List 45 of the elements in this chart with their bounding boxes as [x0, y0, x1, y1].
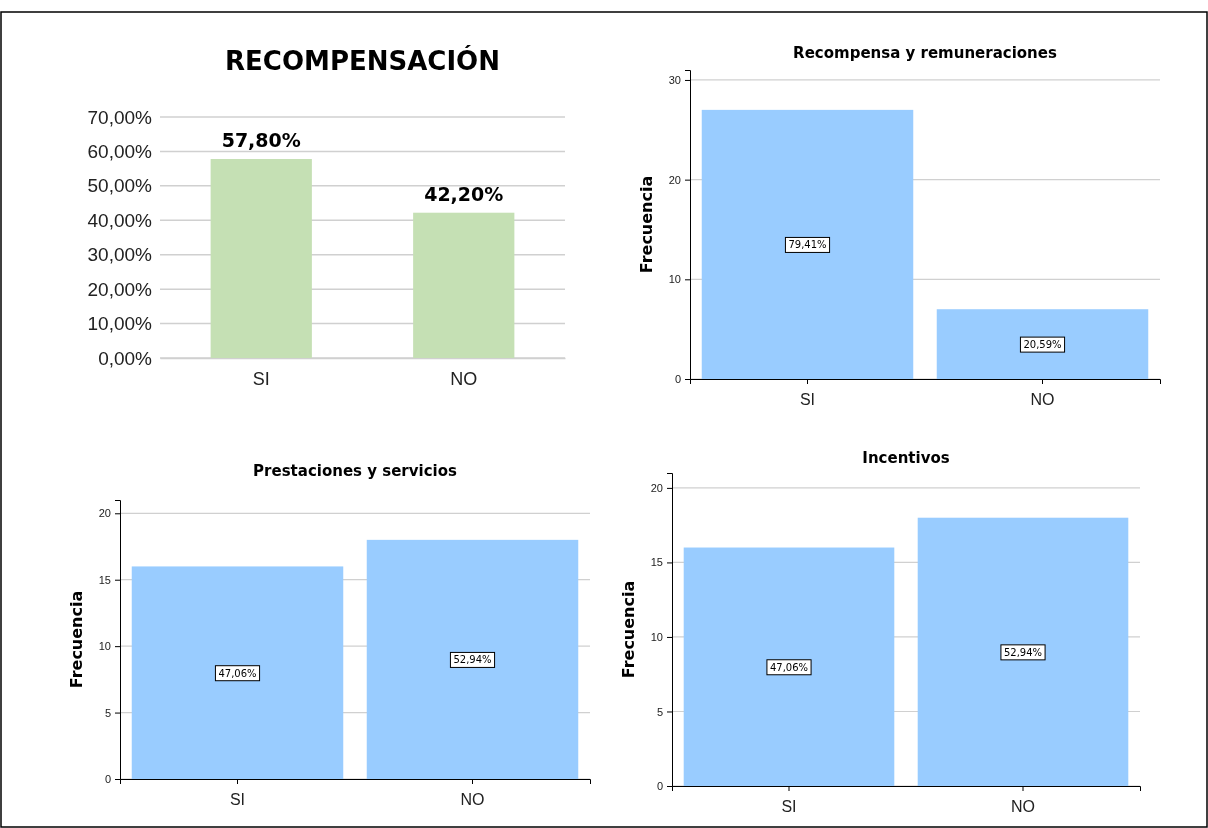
y-tick-label: 10 — [650, 630, 663, 643]
annotation: 52,94% — [453, 654, 492, 666]
chart-title: Recompensa y remuneraciones — [793, 44, 1057, 62]
y-tick-label: 15 — [98, 573, 111, 586]
y-tick-label: 50,00% — [87, 175, 153, 197]
y-tick-label: 15 — [650, 556, 663, 569]
x-tick-label: NO — [450, 368, 478, 389]
chart-title: Prestaciones y servicios — [253, 462, 457, 480]
data-label: 57,80% — [221, 129, 301, 151]
x-tick-label: NO — [1030, 391, 1055, 409]
y-tick-label: 70,00% — [87, 106, 153, 128]
y-axis-title: Frecuencia — [619, 580, 638, 679]
data-label: 42,20% — [424, 182, 504, 205]
y-axis-title: Frecuencia — [67, 590, 86, 689]
x-tick-label: SI — [799, 391, 816, 409]
x-tick-label: SI — [252, 368, 270, 389]
y-tick-label: 10 — [98, 640, 111, 653]
y-tick-label: 20 — [98, 507, 111, 520]
y-tick-label: 5 — [656, 705, 663, 718]
y-tick-label: 20 — [650, 481, 663, 494]
y-tick-label: 5 — [104, 706, 111, 719]
x-tick-label: SI — [229, 791, 246, 809]
annotation: 47,06% — [218, 667, 257, 679]
chart-title: RECOMPENSACIÓN — [225, 45, 500, 76]
chart-title: Incentivos — [862, 449, 950, 467]
annotation: 47,06% — [769, 661, 809, 673]
y-tick-label: 20,00% — [87, 278, 153, 300]
y-tick-label: 10,00% — [87, 313, 153, 335]
y-tick-label: 30,00% — [87, 244, 153, 266]
y-tick-label: 30 — [668, 73, 681, 86]
y-tick-label: 60,00% — [87, 141, 153, 163]
y-tick-label: 0,00% — [98, 347, 153, 369]
y-tick-label: 40,00% — [87, 209, 153, 231]
y-tick-label: 0 — [104, 773, 111, 786]
x-tick-label: SI — [781, 798, 797, 816]
x-tick-label: NO — [460, 791, 485, 809]
annotation: 20,59% — [1023, 339, 1062, 351]
x-tick-label: NO — [1011, 798, 1035, 816]
y-tick-label: 20 — [668, 173, 681, 186]
y-axis-title: Frecuencia — [637, 175, 656, 274]
y-tick-label: 0 — [656, 780, 663, 793]
y-tick-label: 10 — [668, 273, 681, 286]
annotation: 52,94% — [1003, 646, 1043, 658]
y-tick-label: 0 — [674, 373, 681, 386]
annotation: 79,41% — [788, 239, 827, 251]
